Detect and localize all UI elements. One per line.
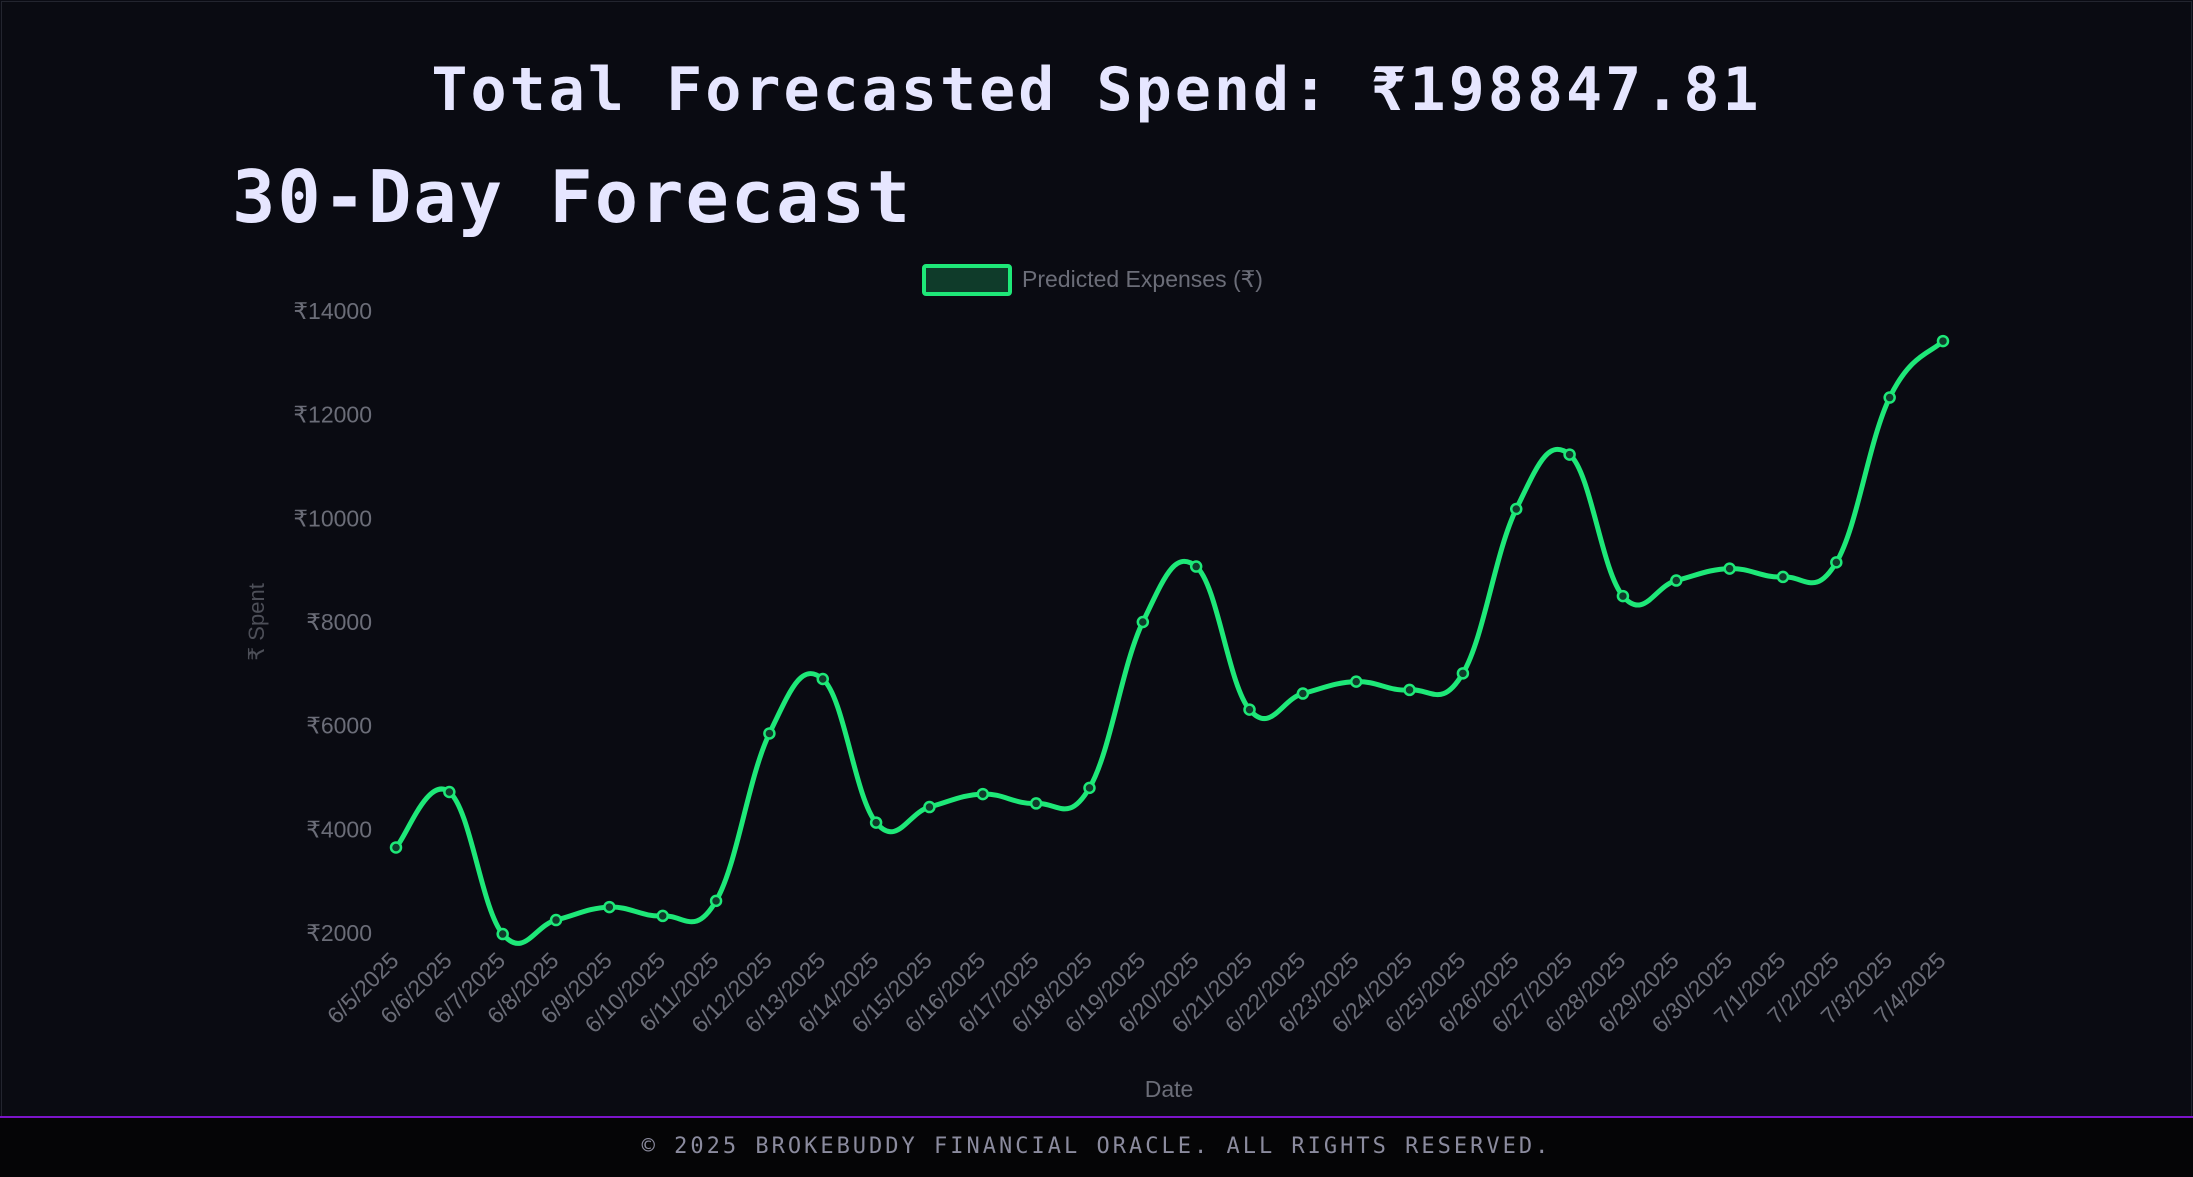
data-point[interactable] bbox=[1403, 683, 1416, 697]
data-point[interactable] bbox=[1830, 556, 1843, 569]
data-point[interactable] bbox=[1776, 570, 1790, 584]
data-point[interactable] bbox=[976, 787, 990, 801]
data-point[interactable] bbox=[549, 913, 563, 927]
data-point[interactable] bbox=[1563, 448, 1576, 461]
data-point[interactable] bbox=[389, 841, 403, 854]
footer: © 2025 BROKEBUDDY FINANCIAL ORACLE. ALL … bbox=[0, 1116, 2193, 1177]
copyright-text: © 2025 BROKEBUDDY FINANCIAL ORACLE. ALL … bbox=[641, 1134, 1552, 1159]
total-spend-headline: Total Forecasted Spend: ₹198847.81 bbox=[431, 55, 1762, 125]
y-tick-label: ₹12000 bbox=[293, 402, 372, 428]
data-point[interactable] bbox=[1136, 615, 1150, 629]
data-point[interactable] bbox=[923, 800, 936, 814]
data-point[interactable] bbox=[1883, 391, 1896, 404]
data-point[interactable] bbox=[763, 727, 776, 740]
data-point[interactable] bbox=[1509, 502, 1523, 516]
chart-title: 30-Day Forecast bbox=[232, 155, 913, 239]
y-axis-ticks: ₹2000 ₹4000 ₹6000 ₹8000 ₹10000 ₹12000 ₹14000 bbox=[293, 298, 372, 946]
y-tick-label: ₹2000 bbox=[306, 920, 372, 946]
data-point[interactable] bbox=[443, 785, 456, 799]
data-point[interactable] bbox=[603, 900, 616, 914]
data-point[interactable] bbox=[656, 909, 669, 923]
y-tick-label: ₹8000 bbox=[306, 609, 372, 635]
data-point[interactable] bbox=[1936, 334, 1950, 348]
data-point[interactable] bbox=[709, 894, 723, 908]
y-tick-label: ₹14000 bbox=[293, 298, 372, 324]
legend-swatch[interactable] bbox=[922, 264, 1012, 296]
data-point[interactable] bbox=[1189, 560, 1203, 573]
data-point[interactable] bbox=[1083, 781, 1096, 795]
data-point[interactable] bbox=[1723, 562, 1736, 575]
y-axis-label: ₹ Spent bbox=[244, 583, 269, 661]
data-point[interactable] bbox=[1456, 667, 1470, 680]
data-point[interactable] bbox=[816, 672, 830, 686]
series-points bbox=[389, 334, 1950, 941]
data-point[interactable] bbox=[1029, 797, 1043, 810]
data-point[interactable] bbox=[496, 927, 509, 941]
data-point[interactable] bbox=[869, 816, 883, 829]
data-point[interactable] bbox=[1243, 703, 1256, 716]
x-axis-ticks: 6/5/20256/6/20256/7/20256/8/20256/9/2025… bbox=[322, 947, 1951, 1038]
y-tick-label: ₹10000 bbox=[293, 505, 372, 531]
x-axis-label: Date bbox=[1145, 1076, 1194, 1102]
data-point[interactable] bbox=[1616, 589, 1630, 603]
data-point[interactable] bbox=[1670, 574, 1683, 587]
legend-label[interactable]: Predicted Expenses (₹) bbox=[1022, 266, 1263, 292]
y-tick-label: ₹6000 bbox=[306, 713, 372, 739]
data-point[interactable] bbox=[1296, 687, 1310, 700]
series-line bbox=[394, 339, 1945, 946]
y-tick-label: ₹4000 bbox=[306, 816, 372, 842]
data-point[interactable] bbox=[1349, 675, 1363, 688]
chart-panel bbox=[1, 1, 2192, 1117]
